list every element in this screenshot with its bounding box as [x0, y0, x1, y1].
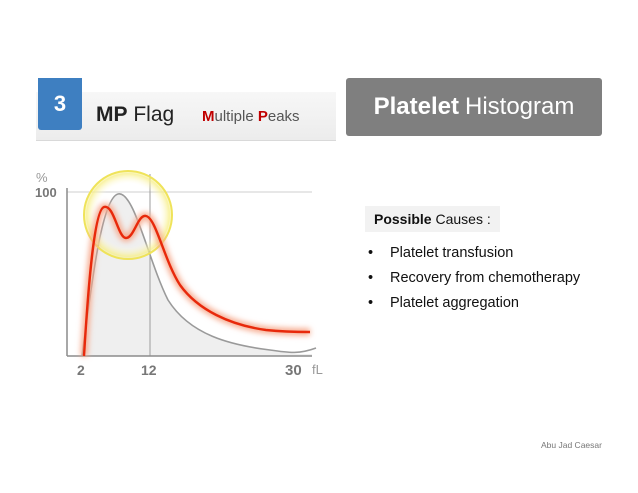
flag-subtitle: Multiple Peaks — [202, 108, 300, 125]
multiple-peaks-highlight-circle — [83, 170, 173, 260]
flag-abbrev: MP — [96, 103, 128, 126]
heading-bold: Possible — [374, 211, 432, 227]
x-unit-label: fL — [312, 362, 323, 377]
bullet: • — [368, 270, 374, 286]
multiple-peaks-highlight-outline — [83, 170, 173, 260]
flag-word: Flag — [127, 103, 175, 126]
flag-header-bar — [36, 92, 336, 141]
heading-rest: Causes : — [431, 211, 491, 227]
multiple-peaks-curve — [82, 205, 311, 357]
x-tick-2: 2 — [77, 362, 85, 378]
list-item: • Platelet aggregation — [368, 293, 580, 318]
subtitle-part: ultiple — [214, 108, 258, 125]
list-item: • Recovery from chemotherapy — [368, 268, 580, 293]
platelet-histogram-diagram: % 100 2 12 30 fL — [35, 170, 323, 379]
histogram-title-bar: Platelet Histogram — [346, 78, 602, 136]
list-item: • Platelet transfusion — [368, 243, 580, 268]
y-unit-label: % — [36, 170, 48, 185]
x-tick-12: 12 — [141, 362, 157, 378]
histogram-title-bold: Platelet — [373, 93, 459, 120]
subtitle-part: M — [202, 108, 215, 125]
bullet: • — [368, 245, 374, 261]
possible-causes-heading: Possible Causes : — [365, 206, 500, 232]
cause-text: Platelet transfusion — [390, 245, 514, 261]
cause-text: Platelet aggregation — [390, 295, 519, 311]
histogram-title-rest: Histogram — [465, 93, 575, 120]
bullet: • — [368, 295, 374, 311]
number-badge: 3 — [38, 78, 82, 130]
subtitle-part: P — [257, 108, 268, 125]
x-tick-30: 30 — [285, 362, 302, 379]
cause-text: Recovery from chemotherapy — [390, 270, 581, 286]
y-tick-100: 100 — [35, 185, 57, 200]
flag-title: MP Flag — [96, 103, 174, 127]
subtitle-part: eaks — [267, 108, 300, 125]
causes-list: • Platelet transfusion • Recovery from che… — [368, 243, 580, 318]
author-credit: Abu Jad Caesar — [541, 440, 602, 450]
